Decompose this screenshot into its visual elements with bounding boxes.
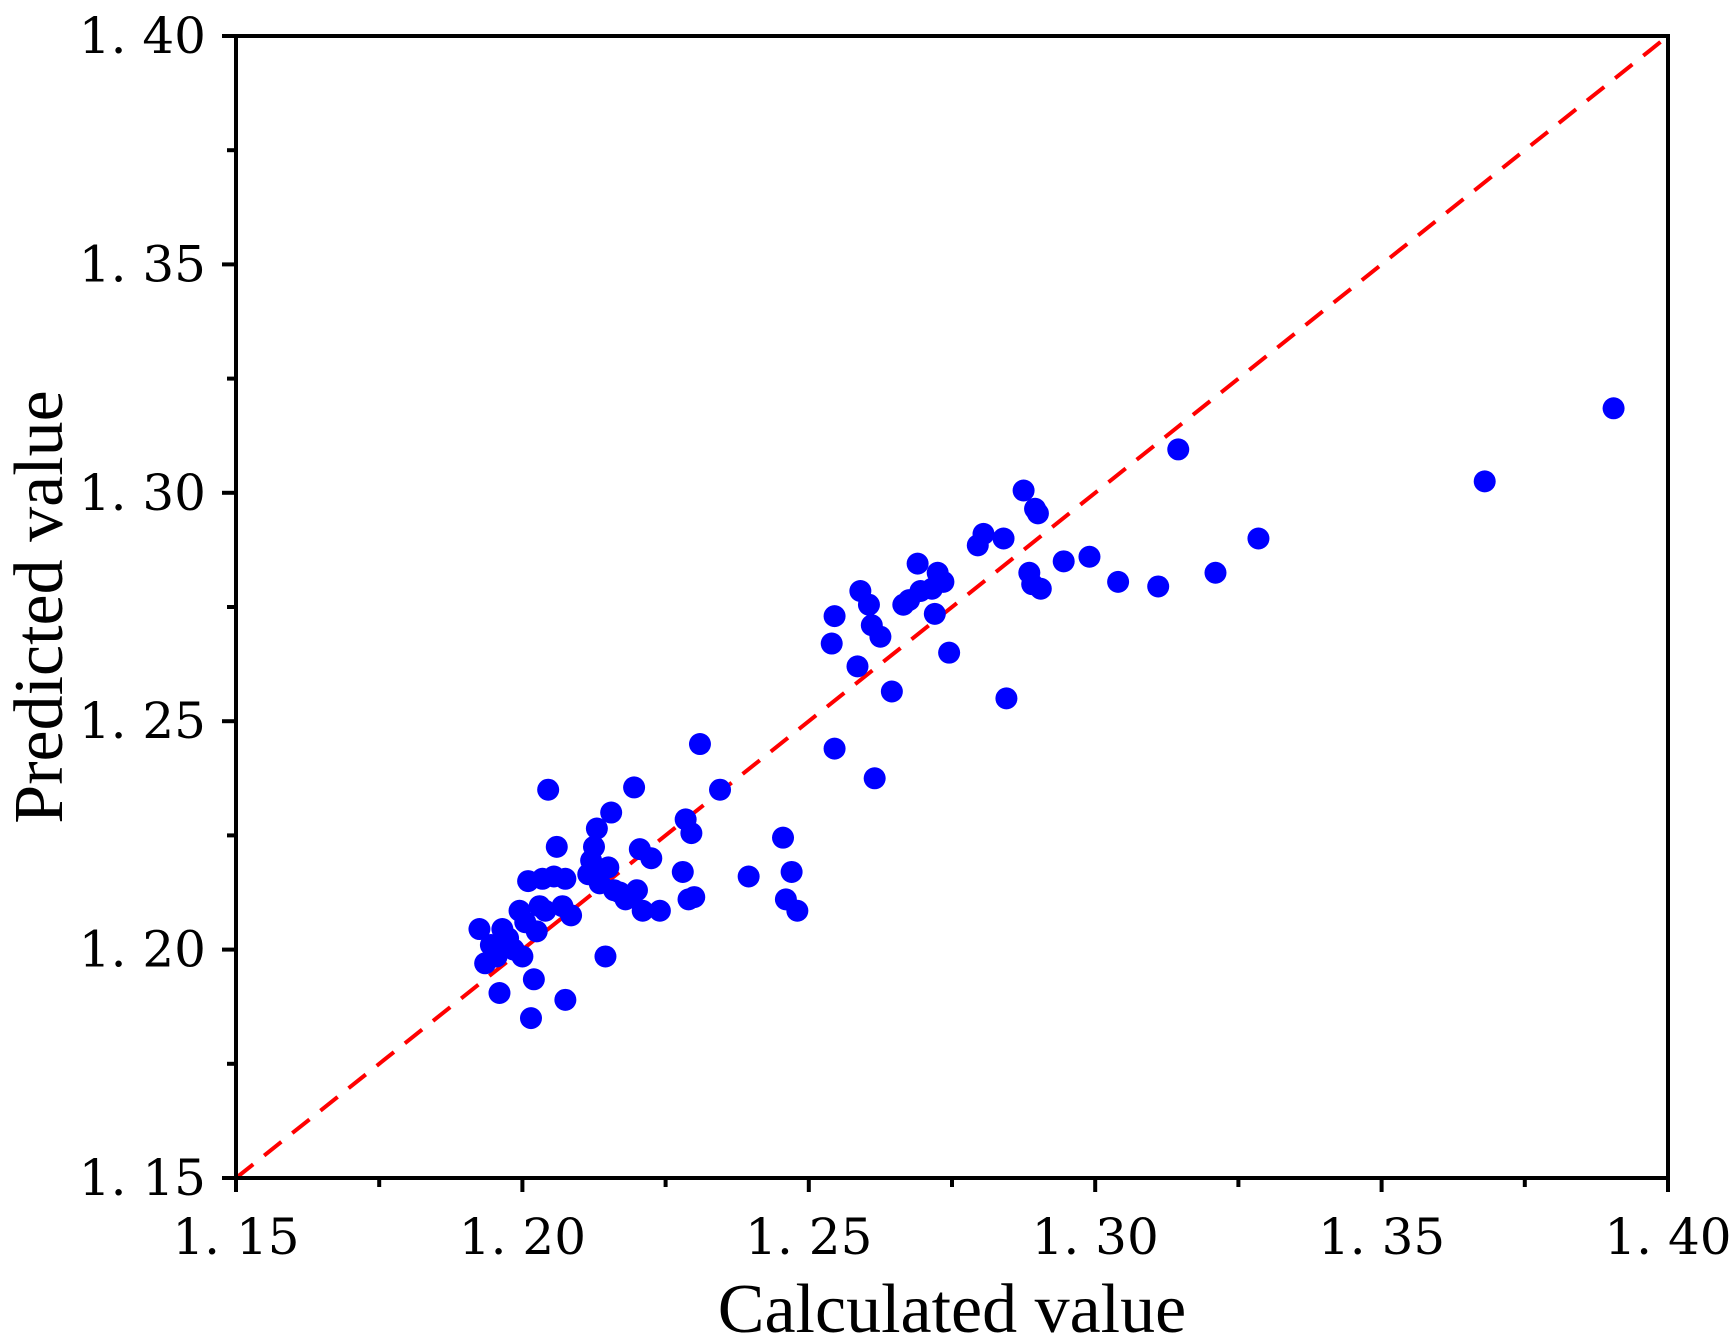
data-point (780, 860, 803, 883)
data-point (823, 737, 846, 760)
data-point (519, 1007, 542, 1030)
data-point (560, 904, 583, 927)
data-point (932, 570, 955, 593)
data-point (511, 945, 534, 968)
x-tick-labels: 1. 15 1. 20 1. 25 1. 30 1. 35 1. 40 (172, 1208, 1731, 1266)
data-point (1107, 570, 1130, 593)
data-point (597, 856, 620, 879)
y-tick-labels: 1. 15 1. 20 1. 25 1. 30 1. 35 1. 40 (79, 7, 206, 1207)
y-tick-label: 1. 15 (79, 1149, 206, 1207)
data-point (923, 602, 946, 625)
x-axis-ticks (234, 1178, 1670, 1192)
data-point (648, 899, 671, 922)
y-tick-label: 1. 40 (79, 7, 206, 65)
data-point (525, 920, 548, 943)
data-point (485, 945, 508, 968)
data-point (1204, 561, 1227, 584)
data-point (1078, 545, 1101, 568)
data-point (995, 687, 1018, 710)
data-point (1167, 438, 1190, 461)
x-tick-label: 1. 30 (1032, 1208, 1159, 1266)
data-point (671, 860, 694, 883)
data-point (583, 835, 605, 858)
y-tick-label: 1. 35 (79, 235, 206, 293)
data-points (468, 397, 1625, 1030)
data-point (1026, 502, 1049, 525)
x-axis-title: Calculated value (718, 1271, 1186, 1342)
x-tick-label: 1. 35 (1318, 1208, 1445, 1266)
data-point (786, 899, 809, 922)
data-point (625, 879, 648, 902)
data-point (680, 822, 703, 845)
x-tick-label: 1. 20 (459, 1208, 586, 1266)
data-point (737, 865, 760, 888)
x-tick-label: 1. 40 (1604, 1208, 1731, 1266)
reference-diagonal-line (234, 34, 1670, 1180)
data-point (1052, 550, 1075, 573)
data-point (554, 867, 577, 890)
data-point (906, 552, 929, 575)
data-point (880, 680, 903, 703)
data-point (1012, 479, 1035, 502)
data-point (938, 641, 961, 664)
plot-frame (234, 34, 1670, 1180)
data-point (820, 632, 843, 655)
data-point (600, 801, 623, 824)
data-point (1029, 577, 1052, 600)
data-point (623, 776, 646, 799)
data-point (488, 981, 511, 1004)
data-point (594, 945, 617, 968)
data-point (545, 835, 568, 858)
data-point (683, 886, 706, 909)
data-point (1147, 575, 1170, 598)
y-tick-label: 1. 20 (79, 921, 206, 979)
data-point (1602, 397, 1625, 420)
data-point (1247, 527, 1270, 550)
y-axis-title: Predicted value (1, 390, 78, 823)
data-point (468, 918, 491, 941)
data-point (772, 826, 795, 849)
y-tick-label: 1. 30 (79, 464, 206, 522)
data-point (585, 817, 608, 840)
data-point (869, 625, 892, 648)
data-point (1473, 470, 1496, 493)
y-tick-label: 1. 25 (79, 692, 206, 750)
data-point (554, 988, 577, 1011)
x-tick-label: 1. 25 (745, 1208, 872, 1266)
data-point (537, 778, 560, 801)
data-point (688, 733, 711, 756)
x-tick-label: 1. 15 (172, 1208, 299, 1266)
y-axis-ticks (222, 34, 236, 1180)
data-point (534, 899, 557, 922)
data-point (823, 605, 846, 628)
data-point (863, 767, 886, 790)
data-point (846, 655, 869, 678)
data-point (992, 527, 1015, 550)
data-point (709, 778, 732, 801)
data-point (640, 847, 663, 870)
data-point (522, 968, 545, 991)
data-point (857, 593, 880, 616)
data-point (972, 522, 995, 545)
data-point (631, 899, 654, 922)
